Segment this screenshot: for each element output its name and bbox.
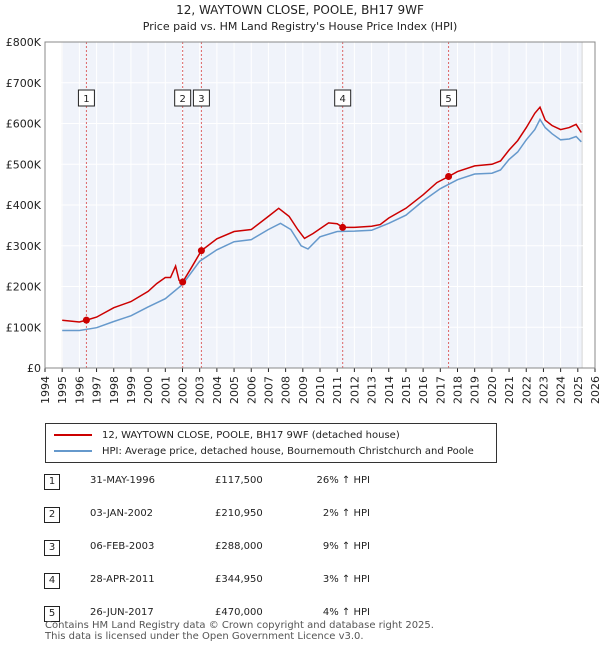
sale-hpi-diff: 3% ↑ HPI <box>322 574 370 585</box>
table-row: 4 28-APR-2011 £344,950 3% ↑ HPI <box>0 573 600 593</box>
x-tick-label: 2018 <box>452 376 465 404</box>
sale-label-number: 3 <box>198 94 204 105</box>
table-row: 5 26-JUN-2017 £470,000 4% ↑ HPI <box>0 606 600 626</box>
sale-hpi-diff: 9% ↑ HPI <box>322 541 370 552</box>
x-tick-label: 2012 <box>348 376 361 404</box>
y-tick-label: £600K <box>6 118 42 131</box>
legend-swatch-hpi <box>54 450 92 452</box>
x-tick-label: 2003 <box>194 376 207 404</box>
x-tick-label: 2014 <box>383 376 396 404</box>
sale-label-box <box>334 89 352 107</box>
legend-item-hpi: HPI: Average price, detached house, Bour… <box>54 445 474 459</box>
sale-hpi-diff: 26% ↑ HPI <box>316 475 370 486</box>
x-tick-label: 2006 <box>245 376 258 404</box>
y-tick-label: £400K <box>6 199 42 212</box>
x-tick-label: 2025 <box>572 376 585 404</box>
x-tick-label: 2016 <box>417 376 430 404</box>
x-tick-label: 2002 <box>177 376 190 404</box>
x-tick-label: 2005 <box>228 376 241 404</box>
sale-price: £288,000 <box>215 541 263 552</box>
x-tick-label: 2010 <box>314 376 327 404</box>
sale-badge: 1 <box>44 474 60 490</box>
sale-label-number: 5 <box>445 94 451 105</box>
footer-copyright: Contains HM Land Registry data © Crown c… <box>45 620 434 631</box>
x-tick-label: 2017 <box>434 376 447 404</box>
sale-point <box>197 247 205 255</box>
x-tick-label: 2021 <box>503 376 516 404</box>
footer-licence: This data is licensed under the Open Gov… <box>45 631 364 642</box>
y-tick-label: £800K <box>6 36 42 49</box>
x-tick-label: 2024 <box>555 376 568 404</box>
y-tick-label: £500K <box>6 158 42 171</box>
sale-label-box <box>174 89 192 107</box>
sale-label-box <box>440 89 458 107</box>
chart-subtitle: Price paid vs. HM Land Registry's House … <box>143 20 458 33</box>
series-line-hpi <box>62 117 582 332</box>
y-tick-label: £0 <box>27 362 41 375</box>
table-row: 1 31-MAY-1996 £117,500 26% ↑ HPI <box>0 474 600 494</box>
x-tick-label: 2011 <box>331 376 344 404</box>
x-tick-label: 2001 <box>159 376 172 404</box>
x-tick-label: 2020 <box>486 376 499 404</box>
sale-badge: 3 <box>44 540 60 556</box>
x-tick-label: 1995 <box>56 376 69 404</box>
x-tick-label: 2004 <box>211 376 224 404</box>
sale-label-box <box>77 89 95 107</box>
series-line-property <box>62 105 582 323</box>
x-tick-label: 2008 <box>280 376 293 404</box>
legend-swatch-property <box>54 434 92 436</box>
y-tick-label: £200K <box>6 281 42 294</box>
legend: 12, WAYTOWN CLOSE, POOLE, BH17 9WF (deta… <box>45 423 497 463</box>
plot-frame <box>44 41 596 369</box>
x-tick-label: 1994 <box>39 376 52 404</box>
sale-point <box>339 223 347 231</box>
table-row: 2 03-JAN-2002 £210,950 2% ↑ HPI <box>0 507 600 527</box>
x-tick-label: 2007 <box>262 376 275 404</box>
sale-label-box <box>192 89 210 107</box>
sale-date: 06-FEB-2003 <box>90 541 155 552</box>
sale-point <box>179 278 187 286</box>
legend-item-property: 12, WAYTOWN CLOSE, POOLE, BH17 9WF (deta… <box>54 429 400 443</box>
sale-date: 03-JAN-2002 <box>90 508 154 519</box>
y-tick-label: £300K <box>6 240 42 253</box>
sale-label-number: 2 <box>179 94 185 105</box>
y-tick-label: £100K <box>6 321 42 334</box>
x-tick-label: 2022 <box>520 376 533 404</box>
sale-price: £470,000 <box>215 607 263 618</box>
price-chart: 12, WAYTOWN CLOSE, POOLE, BH17 9WF Price … <box>6 3 600 404</box>
y-tick-label: £700K <box>6 77 42 90</box>
x-tick-label: 2013 <box>366 376 379 404</box>
x-tick-label: 1999 <box>125 376 138 404</box>
sale-badge: 2 <box>44 507 60 523</box>
sale-hpi-diff: 2% ↑ HPI <box>322 508 370 519</box>
x-tick-label: 1997 <box>91 376 104 404</box>
x-tick-label: 2009 <box>297 376 310 404</box>
sale-label-number: 1 <box>83 94 89 105</box>
table-row: 3 06-FEB-2003 £288,000 9% ↑ HPI <box>0 540 600 560</box>
x-tick-label: 2015 <box>400 376 413 404</box>
footer-note: Contains HM Land Registry data © Crown c… <box>45 620 434 642</box>
x-tick-label: 2000 <box>142 376 155 404</box>
sale-price: £210,950 <box>215 508 263 519</box>
chart-title: 12, WAYTOWN CLOSE, POOLE, BH17 9WF <box>176 3 424 17</box>
legend-label-hpi: HPI: Average price, detached house, Bour… <box>102 446 474 457</box>
sale-price: £117,500 <box>215 475 263 486</box>
legend-label-property: 12, WAYTOWN CLOSE, POOLE, BH17 9WF (deta… <box>102 430 400 441</box>
x-tick-label: 2026 <box>589 376 600 404</box>
x-tick-label: 2019 <box>469 376 482 404</box>
x-tick-label: 1996 <box>73 376 86 404</box>
sale-date: 28-APR-2011 <box>90 574 155 585</box>
sale-label-number: 4 <box>340 94 346 105</box>
sale-date: 31-MAY-1996 <box>90 475 156 486</box>
sale-date: 26-JUN-2017 <box>90 607 154 618</box>
sale-hpi-diff: 4% ↑ HPI <box>322 607 370 618</box>
sale-price: £344,950 <box>215 574 263 585</box>
sale-point <box>82 316 90 324</box>
x-tick-label: 1998 <box>108 376 121 404</box>
sale-badge: 5 <box>44 606 60 622</box>
sale-point <box>445 172 453 180</box>
x-tick-label: 2023 <box>537 376 550 404</box>
sale-badge: 4 <box>44 573 60 589</box>
